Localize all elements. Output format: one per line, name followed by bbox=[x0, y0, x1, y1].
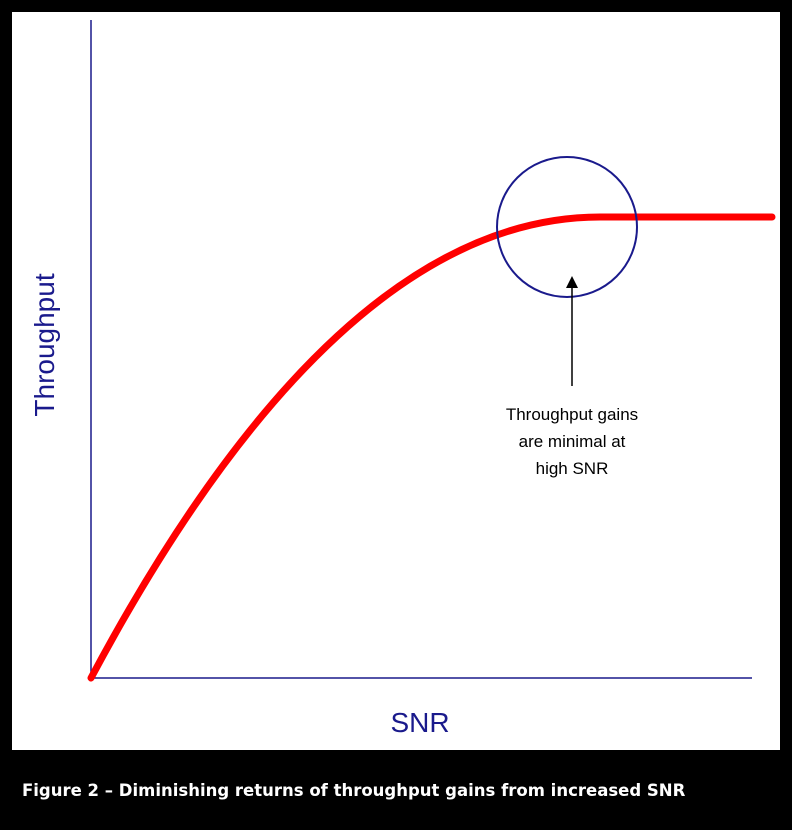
x-axis-label: SNR bbox=[390, 707, 449, 738]
caption: Figure 2 – Diminishing returns of throug… bbox=[22, 781, 686, 800]
highlight-circle bbox=[496, 156, 638, 298]
annotation-line: are minimal at bbox=[519, 432, 626, 451]
throughput-curve bbox=[87, 213, 776, 682]
y-axis-label: Throughput bbox=[29, 273, 60, 416]
annotation-line: Throughput gains bbox=[506, 405, 638, 424]
annotation-line: high SNR bbox=[536, 459, 609, 478]
plot-background bbox=[12, 12, 780, 750]
